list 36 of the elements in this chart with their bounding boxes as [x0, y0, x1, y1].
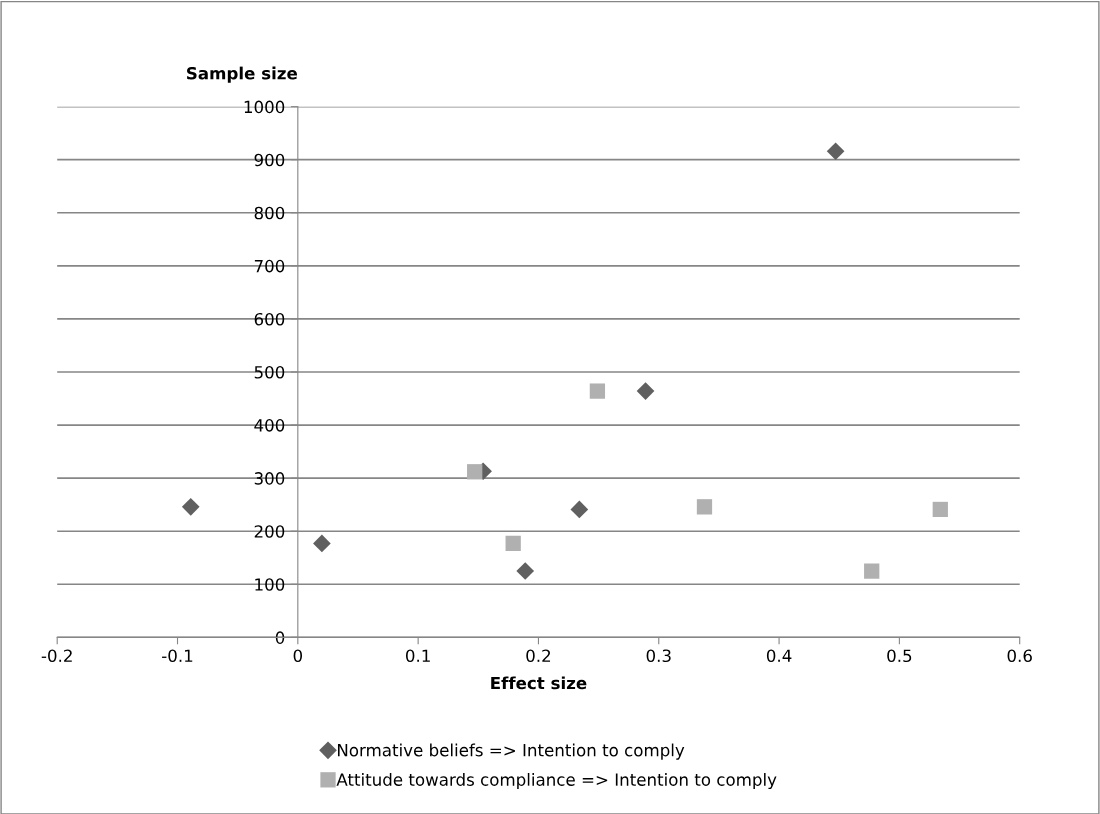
x-tick-label: 0.6 — [1007, 649, 1032, 663]
x-tick-label: 0.2 — [526, 649, 551, 663]
y-tick-label: 900 — [254, 153, 285, 167]
point — [505, 535, 521, 552]
y-tick-label: 200 — [254, 525, 285, 538]
y-tick-label: 800 — [254, 206, 285, 220]
point — [570, 500, 589, 519]
x-tick-label: 0.5 — [887, 649, 912, 663]
x-axis-title: Effect size — [491, 676, 587, 690]
y-tick-label: 400 — [254, 419, 285, 432]
point — [313, 534, 331, 553]
x-tick-label: 0 — [293, 649, 303, 663]
y-axis-title: Sample size — [187, 66, 298, 83]
point — [696, 499, 713, 515]
x-tick-label: 0.4 — [766, 649, 792, 663]
point — [636, 382, 655, 400]
x-tick-label: 0.1 — [405, 649, 430, 663]
point — [181, 497, 200, 516]
y-tick-label: 500 — [254, 365, 285, 379]
y-tick-label: 700 — [254, 259, 285, 273]
point — [826, 142, 845, 161]
y-tick-label: 300 — [254, 472, 285, 485]
y-tick-label: 1000 — [244, 100, 285, 114]
x-tick-label: 0.3 — [646, 649, 671, 663]
legend-label: Attitude towards compliance => Intention to comply — [336, 772, 777, 790]
y-tick-label: 100 — [255, 578, 285, 591]
point — [932, 501, 948, 518]
point — [467, 464, 483, 480]
point — [589, 383, 606, 399]
y-tick-label: 600 — [254, 312, 285, 326]
legend-label: Normative beliefs => Intention to comply — [337, 743, 685, 760]
point — [516, 562, 535, 580]
point — [864, 563, 880, 579]
x-tick-label: -0.1 — [162, 649, 193, 663]
x-tick-label: -0.2 — [41, 649, 72, 663]
y-tick-label: 0 — [275, 631, 285, 644]
